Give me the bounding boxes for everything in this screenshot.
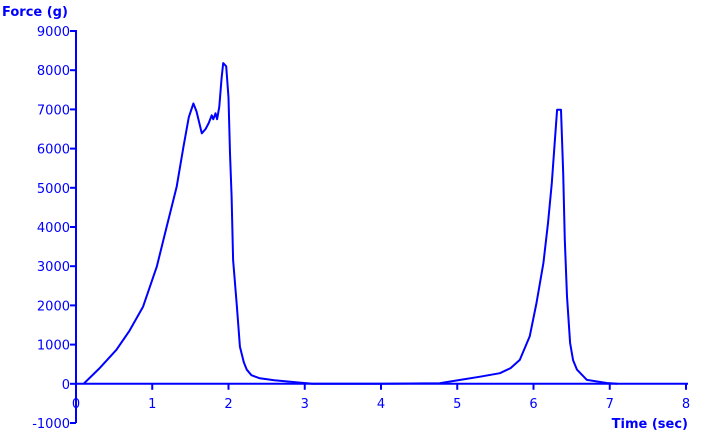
y-tick-label: 5000 bbox=[37, 182, 70, 197]
y-tick-label: 4000 bbox=[37, 221, 70, 236]
y-tick-label: 7000 bbox=[37, 103, 70, 118]
y-tick-label: 0 bbox=[62, 378, 70, 393]
x-tick-label: 0 bbox=[72, 397, 80, 412]
y-tick-label: 2000 bbox=[37, 299, 70, 314]
x-tick-label: 7 bbox=[606, 397, 614, 412]
y-tick-label: 3000 bbox=[37, 260, 70, 275]
y-tick-label: 9000 bbox=[37, 25, 70, 40]
x-tick-label: 1 bbox=[148, 397, 156, 412]
series-group bbox=[82, 62, 618, 385]
y-axis-title: Force (g) bbox=[2, 5, 68, 20]
y-tick-label: 1000 bbox=[37, 339, 70, 354]
x-tick-label: 2 bbox=[224, 397, 232, 412]
x-tick-label: 6 bbox=[529, 397, 537, 412]
x-ticks: 0 1 2 3 4 5 6 7 8 bbox=[72, 383, 690, 412]
x-tick-label: 5 bbox=[453, 397, 461, 412]
x-tick-label: 8 bbox=[682, 397, 690, 412]
y-tick-label: 8000 bbox=[37, 64, 70, 79]
force-series-line bbox=[82, 62, 618, 385]
y-tick-label: 6000 bbox=[37, 143, 70, 158]
x-tick-label: 3 bbox=[301, 397, 309, 412]
x-tick-label: 4 bbox=[377, 397, 385, 412]
x-axis-title: Time (sec) bbox=[612, 417, 688, 432]
y-tick-label: -1000 bbox=[32, 417, 70, 432]
y-ticks: -1000 0 1000 2000 3000 4000 5000 6000 7000 8000 90… bbox=[32, 25, 76, 432]
